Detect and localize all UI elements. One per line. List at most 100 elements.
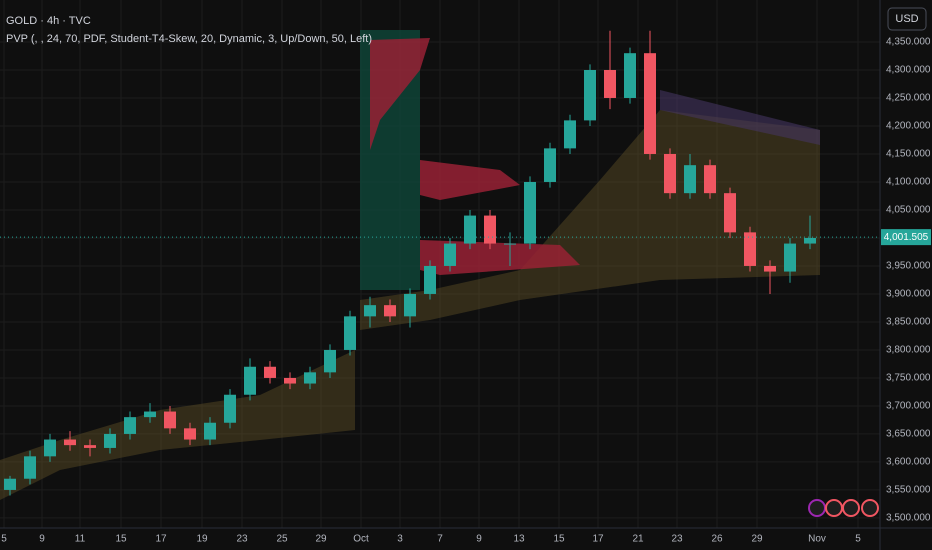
volume-profile [370, 38, 430, 150]
currency-label[interactable]: USD [895, 13, 918, 25]
x-tick-label: 25 [276, 534, 288, 545]
x-tick-label: 26 [711, 534, 723, 545]
y-tick-label: 3,650.000 [886, 429, 931, 440]
volume-profile [420, 240, 580, 275]
candle-body [724, 193, 736, 233]
x-tick-label: 9 [39, 534, 45, 545]
indicator-label: PVP (, , 24, 70, PDF, Student-T4-Skew, 2… [6, 33, 372, 45]
x-tick-label: 17 [592, 534, 604, 545]
y-tick-label: 3,500.000 [886, 513, 931, 524]
candle-body [504, 243, 516, 245]
y-tick-label: 4,100.000 [886, 177, 931, 188]
x-tick-label: 23 [236, 534, 248, 545]
last-price-tag [881, 229, 931, 246]
candle-body [4, 478, 16, 490]
x-tick-label: 29 [751, 534, 763, 545]
y-tick-label: 3,700.000 [886, 401, 931, 412]
x-tick-label: 13 [513, 534, 525, 545]
icon[interactable] [861, 499, 879, 517]
y-tick-label: 3,800.000 [886, 345, 931, 356]
event-icons [808, 499, 879, 517]
candle-body [184, 428, 196, 440]
last-price-label: 4,001.505 [884, 232, 929, 243]
candle-body [644, 53, 656, 154]
x-tick-label: Oct [353, 534, 369, 545]
band [660, 90, 820, 145]
candle-body [24, 456, 36, 479]
x-tick-label: 5 [855, 534, 861, 545]
candle-body [64, 439, 76, 446]
x-tick-label: 21 [632, 534, 644, 545]
x-tick-label: 15 [115, 534, 127, 545]
x-tick-label: 5 [1, 534, 7, 545]
indicator-overlay [0, 30, 820, 500]
candle-body [424, 265, 436, 294]
candle-body [444, 243, 456, 266]
plot-area [4, 30, 816, 496]
x-tick-label: 23 [671, 534, 683, 545]
candle-body [684, 165, 696, 194]
y-tick-label: 3,950.000 [886, 261, 931, 272]
band [360, 110, 820, 330]
candle-body [104, 433, 116, 448]
candle-body [704, 165, 716, 194]
candle-body [384, 305, 396, 317]
candle-body [784, 243, 796, 272]
band [0, 350, 355, 500]
candle-body [324, 349, 336, 373]
x-tick-label: 11 [75, 534, 86, 545]
x-tick-label: 29 [315, 534, 327, 545]
candle-body [564, 120, 576, 149]
x-tick-label: 7 [437, 534, 443, 545]
y-tick-label: 3,900.000 [886, 289, 931, 300]
candle-body [44, 439, 56, 457]
x-tick-label: 9 [476, 534, 482, 545]
chart-title: GOLD · 4h · TVC [6, 15, 91, 27]
candle-body [604, 69, 616, 98]
candle-body [464, 215, 476, 244]
candle-body [544, 148, 556, 182]
candle-body [364, 305, 376, 317]
icon[interactable] [842, 499, 860, 517]
y-tick-label: 4,050.000 [886, 205, 931, 216]
candle-body [664, 153, 676, 194]
candle-body [304, 372, 316, 384]
candle-body [584, 69, 596, 121]
candle-body [84, 445, 96, 448]
candle-body [244, 366, 256, 395]
candle-body [744, 232, 756, 266]
candle-body [144, 411, 156, 418]
x-tick-label: 15 [553, 534, 565, 545]
currency-button[interactable] [887, 7, 927, 31]
y-tick-label: 4,350.000 [886, 37, 931, 48]
candle-body [484, 215, 496, 244]
y-tick-label: 4,250.000 [886, 93, 931, 104]
candle-body [204, 422, 216, 440]
candle-body [264, 366, 276, 378]
x-tick-label: 3 [397, 534, 403, 545]
candle-body [224, 394, 236, 423]
x-tick-label: 19 [196, 534, 208, 545]
y-tick-label: 4,150.000 [886, 149, 931, 160]
candle-body [624, 53, 636, 98]
candle-body [524, 181, 536, 244]
y-tick-label: 4,300.000 [886, 65, 931, 76]
candle-body [344, 316, 356, 350]
candle-body [404, 293, 416, 317]
y-tick-label: 3,600.000 [886, 457, 931, 468]
y-tick-label: 3,750.000 [886, 373, 931, 384]
x-tick-label: 17 [155, 534, 167, 545]
y-tick-label: 3,550.000 [886, 485, 931, 496]
volume-profile [420, 160, 520, 200]
candle-body [764, 265, 776, 272]
candle-body [804, 237, 816, 244]
icon[interactable] [825, 499, 843, 517]
candle-body [164, 411, 176, 429]
candle-body [284, 377, 296, 384]
candle-body [124, 417, 136, 434]
icon[interactable] [808, 499, 826, 517]
y-tick-label: 4,200.000 [886, 121, 931, 132]
